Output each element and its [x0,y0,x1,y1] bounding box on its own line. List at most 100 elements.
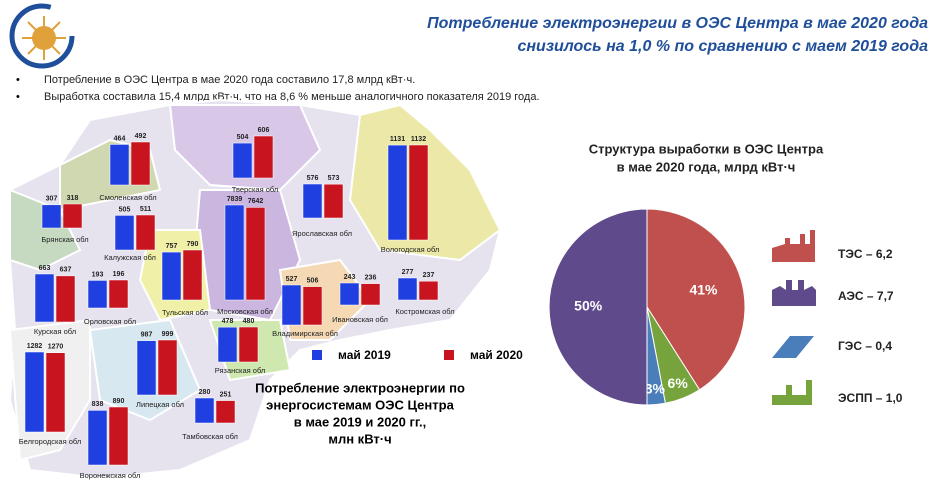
bar [182,249,203,301]
slice-label: 3% [645,381,666,397]
bar [215,400,236,424]
value-label: 663 [39,265,51,272]
value-label: 890 [113,398,125,405]
bar [238,326,259,363]
value-label: 7839 [227,196,243,203]
value-label: 790 [187,241,199,248]
value-label: 1131 [390,136,405,143]
bar [253,135,274,179]
region-label: Курская обл [34,327,76,336]
value-label: 1270 [48,344,64,351]
bar [245,207,266,301]
bar [418,280,439,301]
legend-icons [772,230,816,405]
value-label: 236 [365,274,377,281]
bar [161,251,182,301]
value-label: 1132 [411,136,426,143]
region-label: Орловская обл [84,317,136,326]
legend-swatch [444,350,454,360]
value-label: 511 [140,206,151,213]
bullet: Выработка составила 15,4 млрд кВт·ч, что… [44,91,540,103]
bar [302,183,323,219]
value-label: 573 [328,175,340,182]
bar [130,141,151,186]
region-label: Костромская обл [395,307,454,316]
value-label: 196 [113,271,125,278]
bar [135,214,156,251]
slice-label: 41% [689,281,718,297]
bar [387,144,408,241]
legend-label: ГЭС – 0,4 [838,339,892,353]
pie-title: Структура выработки в ОЭС Центра [589,141,824,156]
region-label: Белгородская обл [19,437,82,446]
value-label: 478 [222,318,234,325]
bar [109,144,130,186]
bullet-dot: • [16,74,20,86]
legend-label: АЭС – 7,7 [838,289,894,303]
region-label: Тамбовская обл [182,432,238,441]
bar [136,340,157,396]
pie-title: в мае 2020 года, млрд кВт·ч [617,159,796,174]
value-label: 307 [46,196,58,203]
bullet: Потребление в ОЭС Центра в мае 2020 года… [44,74,415,86]
region-label: Вологодская обл [381,245,440,254]
slice-label: 50% [574,298,603,314]
value-label: 7642 [248,198,264,205]
bar [302,286,323,326]
value-label: 243 [344,274,356,281]
bar [55,275,76,323]
value-label: 251 [220,391,232,398]
region-label: Смоленская обл [99,193,156,202]
bar [339,282,360,306]
value-label: 464 [114,135,126,142]
value-label: 505 [119,206,131,213]
bar [194,397,215,424]
slice-label: 6% [668,375,689,391]
pie-slice [646,208,746,391]
region-label: Рязанская обл [215,366,266,375]
bar [281,284,302,326]
bar [108,279,129,309]
value-label: 757 [166,243,178,250]
region-label: Тверская обл [232,185,279,194]
header-title: Потребление электроэнергии в ОЭС Центра … [427,15,928,32]
bar [41,204,62,229]
bar [62,203,83,229]
logo [9,3,75,69]
bar [45,352,66,433]
bar [232,142,253,179]
value-label: 193 [92,271,104,278]
bar [157,339,178,396]
region-label: Ярославская обл [292,229,352,238]
legend-label: ЭСПП – 1,0 [838,391,903,405]
value-label: 480 [243,318,255,325]
region-label: Московская обл [217,307,273,316]
bar [397,277,418,301]
value-label: 506 [307,277,319,284]
map-caption: млн кВт·ч [328,431,391,446]
region-label: Брянская обл [41,235,88,244]
map-caption: энергосистемам ОЭС Центра [266,397,454,412]
value-label: 527 [286,276,298,283]
value-label: 637 [60,267,72,274]
bar [34,273,55,323]
region-label: Калужская обл [104,253,156,262]
value-label: 277 [402,269,414,276]
value-label: 280 [199,389,211,396]
value-label: 606 [258,127,270,134]
value-label: 838 [92,401,104,408]
bar [114,215,135,251]
region-label: Ивановская обл [332,315,388,324]
bar [360,283,381,306]
region-label: Владимирская обл [272,329,338,338]
value-label: 576 [307,175,319,182]
value-label: 237 [423,272,435,279]
bar [108,406,129,466]
value-label: 999 [162,331,174,338]
bar [224,204,245,301]
value-label: 504 [237,134,249,141]
map-caption: в мае 2019 и 2020 гг., [294,414,427,429]
value-label: 1282 [27,343,43,350]
bar [408,144,429,241]
